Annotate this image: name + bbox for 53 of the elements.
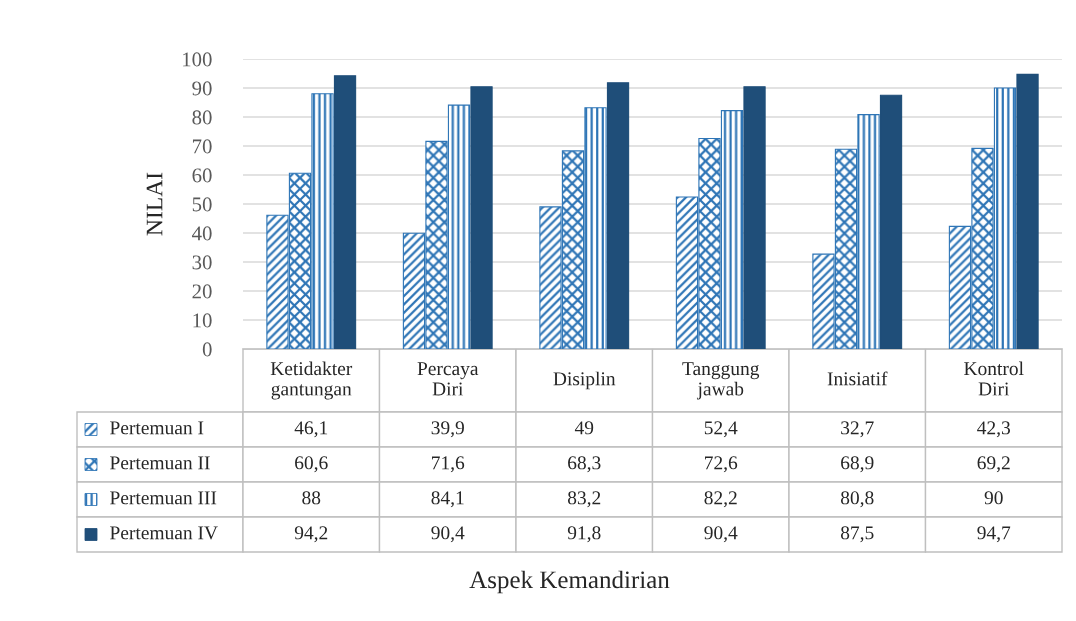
y-tick-label: 60 [192,168,212,183]
legend-label: Pertemuan IV [110,526,218,540]
bar [1016,73,1039,349]
text: 72,6 [705,456,738,473]
bar [470,86,493,349]
x-tick-label: Disiplin [553,371,616,390]
y-tick-label: 10 [193,313,212,328]
bar [333,75,357,349]
y-tick-label: 30 [192,255,212,270]
text: 90,4 [704,526,738,543]
y-tick-label: 100 [183,52,212,67]
text: 94,7 [977,526,1011,543]
x-tick-label: Tanggung jawab [682,362,760,400]
text: 32,7 [841,421,874,438]
text: 52,4 [704,421,738,438]
text: 94,2 [294,526,328,543]
text: 82,2 [704,491,737,508]
text: 60,6 [295,456,328,473]
text: 42,3 [977,421,1010,438]
text: 88 [302,491,321,505]
bar [743,86,766,349]
legend-label: Pertemuan I [110,421,204,435]
x-tick-label: Kontrol Diri [964,361,1024,396]
y-axis-title: NILAI [146,172,163,236]
text: 71,6 [432,456,465,473]
text: 91,8 [567,526,601,543]
text: 80,8 [840,491,874,508]
y-tick-label: 20 [192,284,212,299]
text: 46,1 [294,421,328,438]
x-tick-label: Ketidakter gantungan [270,361,353,400]
y-tick-label: 90 [192,81,212,96]
text: 39,9 [431,421,464,438]
legend-label: Pertemuan II [110,456,210,470]
text: 68,9 [841,456,874,473]
text: Aspek Kemandirian [469,570,670,594]
y-tick-label: 50 [192,197,212,212]
text: 49 [574,421,594,435]
legend-label: Pertemuan III [110,491,217,505]
text: 83,2 [567,491,601,508]
y-tick-label: 70 [192,139,212,154]
text: 68,3 [568,456,601,473]
text: 90 [984,491,1003,505]
x-tick-label: Percaya Diri [417,362,479,396]
text: 84,1 [431,491,464,508]
text: 90,4 [431,526,465,543]
y-tick-label: 80 [192,110,212,125]
y-tick-label: 0 [202,342,212,357]
text: 69,2 [977,456,1010,473]
y-tick-label: 40 [192,226,212,241]
bar [879,94,903,349]
x-tick-label: Inisiatif [827,371,888,386]
text: 87,5 [840,526,874,543]
bar [606,82,630,349]
